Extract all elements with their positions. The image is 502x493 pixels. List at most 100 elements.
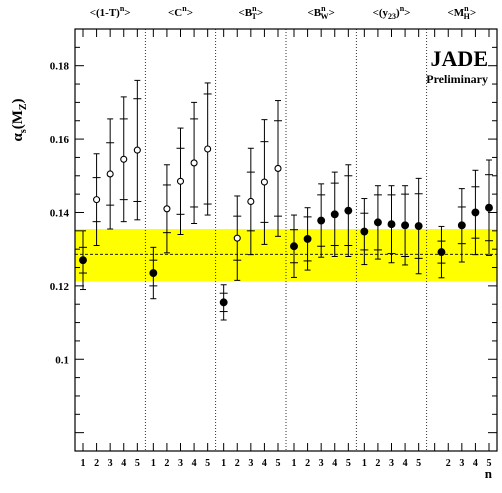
y-axis-label-part: (M (10, 110, 26, 129)
group-label-part: <B (238, 7, 252, 19)
group-label-part: > (404, 7, 410, 19)
group-label: <(y23)n> (373, 4, 411, 21)
x-tick-label: 2 (94, 458, 99, 469)
x-tick-label: 4 (262, 458, 267, 469)
data-point-filled (344, 206, 353, 215)
x-tick-label: 5 (487, 458, 492, 469)
x-tick-label: 2 (305, 458, 310, 469)
data-point-filled (457, 221, 466, 230)
y-tick-label: 0.14 (50, 207, 70, 219)
x-tick-label: 1 (292, 458, 297, 469)
data-point-filled (79, 256, 87, 265)
data-point-filled (387, 220, 396, 229)
x-tick-label: 1 (151, 458, 156, 469)
group-label-part: ) (396, 7, 400, 19)
data-point-open (233, 234, 241, 242)
data-point-filled (485, 203, 493, 212)
data-point-open (93, 196, 101, 204)
y-tick-label: 0.16 (50, 134, 70, 146)
group-label: <(1-T)n> (90, 4, 131, 19)
x-tick-label: 2 (375, 458, 380, 469)
y-axis-label-part: ) (10, 98, 26, 103)
plot-frame (74, 28, 498, 452)
x-tick-label: 3 (178, 458, 183, 469)
group-label-part: > (187, 7, 193, 19)
x-tick-label: 4 (403, 458, 408, 469)
data-point-open (247, 197, 255, 206)
group-label: <Mn H> (448, 4, 477, 21)
y-axis-label-part: α (10, 133, 26, 142)
group-label: <Bn T> (238, 4, 263, 21)
data-point-filled (360, 227, 369, 236)
x-tick-label: 4 (332, 458, 337, 469)
x-tick-label: 2 (446, 458, 451, 469)
x-tick-label: 4 (192, 458, 197, 469)
group-label-part: > (470, 7, 476, 19)
x-tick-label: 5 (416, 458, 421, 469)
group-label-part: > (329, 7, 335, 19)
data-point-filled (330, 210, 339, 219)
data-point-filled (414, 222, 423, 231)
group-label-part: n (182, 4, 187, 13)
group-label-part: > (257, 7, 263, 19)
chart-title: JADE (431, 46, 488, 71)
data-point-open (190, 159, 198, 167)
data-point-open (106, 170, 114, 178)
y-axis-label-part: s (18, 129, 29, 133)
data-point-filled (317, 216, 326, 225)
group-label-part: T (252, 12, 258, 21)
data-point-open (163, 205, 171, 213)
data-point-open (274, 164, 282, 172)
data-point-filled (471, 208, 480, 217)
x-tick-label: 1 (362, 458, 367, 469)
data-point-filled (373, 218, 382, 227)
x-tick-label: 3 (389, 458, 394, 469)
group-label-part: n (120, 4, 125, 13)
x-tick-label: 1 (221, 458, 226, 469)
x-tick-label: 2 (235, 458, 240, 469)
group-label-part: <(1-T) (90, 7, 120, 19)
x-axis-label: n (485, 466, 493, 481)
group-label-part: n (400, 4, 405, 13)
x-tick-label: 1 (81, 458, 86, 469)
x-tick-label: 4 (473, 458, 478, 469)
x-tick-label: 3 (459, 458, 464, 469)
group-label-part: n (252, 4, 257, 13)
group-label-part: W (321, 12, 329, 21)
group-label-part: 23 (388, 12, 396, 21)
data-point-open (260, 178, 268, 186)
group-label-part: H (464, 12, 471, 21)
data-point-filled (303, 234, 312, 243)
x-tick-label: 5 (346, 458, 351, 469)
chart-subtitle: Preliminary (426, 72, 488, 86)
y-axis-label-part: Z (18, 103, 29, 110)
group-label-part: <M (448, 7, 465, 19)
group-label-part: n (464, 4, 469, 13)
data-point-open (133, 146, 141, 154)
x-tick-label: 5 (205, 458, 210, 469)
group-label-part: <(y (373, 7, 389, 19)
data-point-open (204, 145, 212, 153)
x-tick-label: 5 (135, 458, 140, 469)
x-tick-label: 4 (121, 458, 126, 469)
group-label: <Bn W> (307, 4, 334, 21)
data-point-filled (401, 221, 410, 230)
data-point-filled (290, 242, 298, 251)
group-label-part: n (321, 4, 326, 13)
y-tick-label: 0.18 (50, 61, 70, 73)
group-label-part: > (124, 7, 130, 19)
y-tick-label: 0.1 (55, 354, 69, 366)
group-label-part: <C (168, 7, 182, 19)
data-point-open (120, 155, 128, 163)
y-tick-label: 0.12 (50, 281, 70, 293)
data-point-filled (149, 269, 158, 277)
y-axis-label: αs(MZ) (10, 98, 29, 141)
x-tick-label: 2 (164, 458, 169, 469)
x-tick-label: 3 (108, 458, 113, 469)
x-tick-label: 3 (319, 458, 324, 469)
group-label-part: <B (307, 7, 321, 19)
data-point-open (176, 177, 185, 185)
x-tick-label: 3 (248, 458, 253, 469)
x-tick-label: 5 (276, 458, 281, 469)
